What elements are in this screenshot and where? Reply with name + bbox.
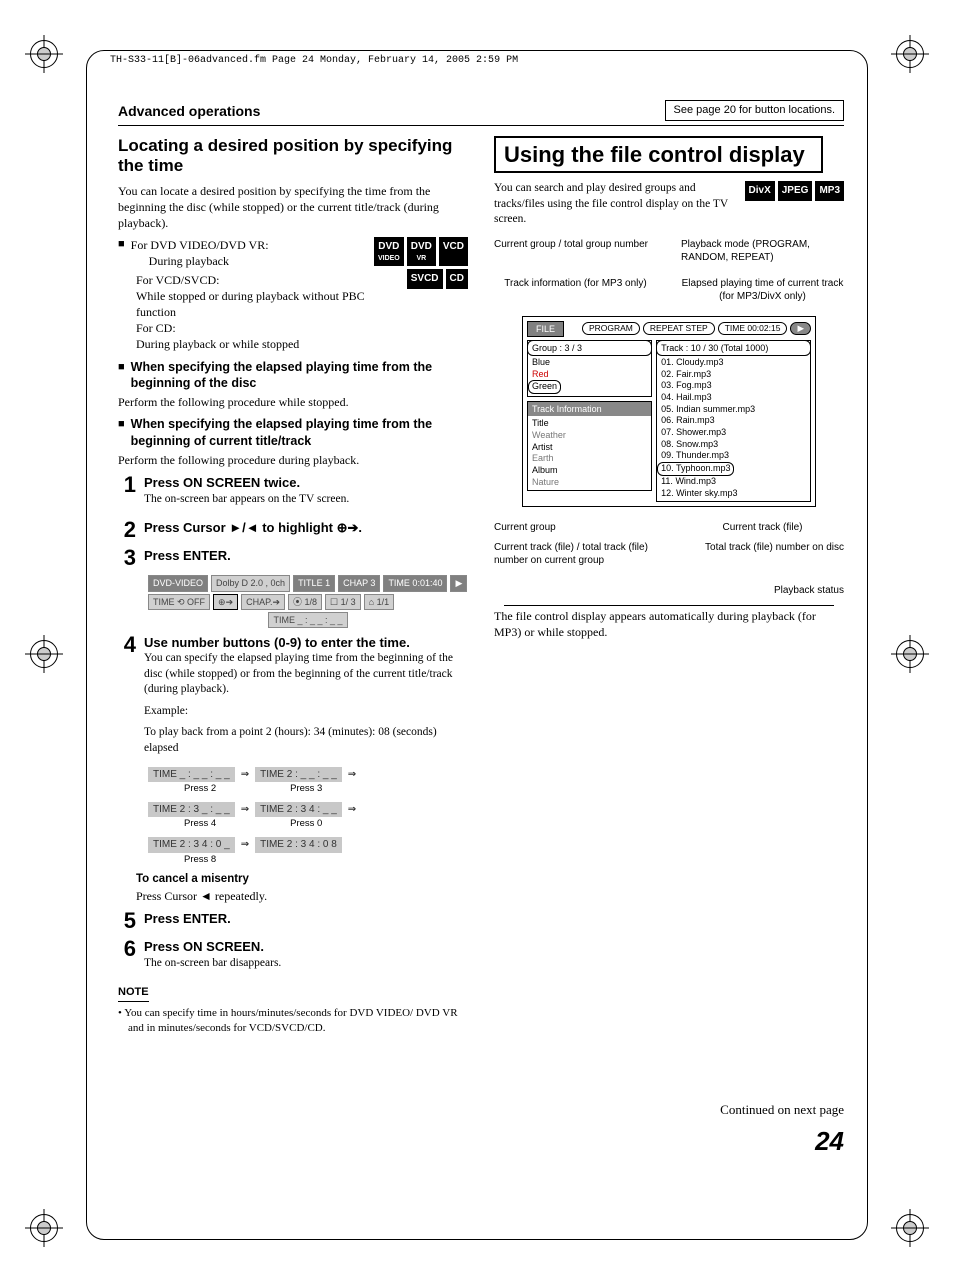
osd-chap: CHAP 3	[338, 575, 380, 591]
badge-dvd-video: DVDVIDEO	[374, 237, 404, 266]
osd-goto-highlight: ⊕➔	[213, 594, 238, 610]
badge-mp3: MP3	[815, 181, 844, 201]
badge-cd: CD	[446, 269, 468, 289]
fd-group-header: Group : 3 / 3	[527, 340, 652, 356]
badge-jpeg: JPEG	[778, 181, 813, 201]
osd-title: TITLE 1	[293, 575, 335, 591]
right-column: Using the file control display DivX JPEG…	[494, 136, 844, 1159]
osd-angle: ⌂ 1/1	[364, 594, 394, 610]
osd-sub-sel: ☐ 1/ 3	[325, 594, 361, 610]
badge-divx: DivX	[745, 181, 775, 201]
fd-pill-play-icon: ▶	[790, 322, 811, 335]
step-1: 1Press ON SCREEN twice.The on-screen bar…	[118, 474, 468, 513]
time-sequence: TIME _ : _ _ : _ _⇒TIME 2 : _ _ : _ _⇒ P…	[148, 767, 468, 867]
badge-svcd: SVCD	[407, 269, 443, 289]
fd-group-panel: Group : 3 / 3 Blue Red Green	[527, 340, 652, 397]
fd-tab: FILE	[527, 321, 564, 337]
badge-vcd: VCD	[439, 237, 468, 266]
see-page-box: See page 20 for button locations.	[665, 100, 844, 121]
left-intro: You can locate a desired position by spe…	[118, 183, 468, 232]
osd-play-icon: ▶	[450, 575, 467, 591]
callout-trackinfo: Track information (for MP3 only)	[494, 277, 657, 304]
cancel-body: Press Cursor ◄ repeatedly.	[136, 888, 468, 904]
cancel-title: To cancel a misentry	[136, 872, 468, 888]
section-header: Advanced operations	[118, 102, 260, 121]
osd-audio-sel: ⦿ 1/8	[288, 594, 322, 610]
callout-current-group: Current group	[494, 521, 657, 535]
fd-track-info: Track Information TitleWeather ArtistEar…	[527, 401, 652, 491]
file-control-display: FILE PROGRAM REPEAT STEP TIME 00:02:15 ▶…	[514, 310, 824, 514]
example-label: Example:	[144, 704, 468, 720]
bullet-dvd: ■For DVD VIDEO/DVD VR:During playback	[118, 237, 366, 269]
callout-track-total-disc: Total track (file) number on disc	[681, 541, 844, 568]
osd-timeoff: TIME ⟲ OFF	[148, 594, 210, 610]
callout-group-total: Current group / total group number	[494, 238, 657, 265]
bullet-cd: For CD:During playback or while stopped	[136, 320, 468, 352]
left-title: Locating a desired position by specifyin…	[118, 136, 468, 177]
callout-track-total-group: Current track (file) / total track (file…	[494, 541, 657, 568]
step-2: 2Press Cursor ►/◄ to highlight ⊕➔.	[118, 519, 468, 541]
page-number: 24	[494, 1124, 844, 1159]
callout-playback-status: Playback status	[494, 584, 844, 598]
note-header: NOTE	[118, 985, 149, 1002]
format-badges-right: DivX JPEG MP3	[745, 181, 844, 204]
step-6: 6Press ON SCREEN.The on-screen bar disap…	[118, 938, 468, 977]
format-badges-left: DVDVIDEO DVDVR VCD SVCD CD	[374, 237, 468, 291]
osd-bar: DVD-VIDEO Dolby D 2.0 , 0ch TITLE 1 CHAP…	[148, 575, 468, 627]
note-body: • You can specify time in hours/minutes/…	[118, 1006, 468, 1036]
badge-dvd-vr: DVDVR	[407, 237, 436, 266]
continued-label: Continued on next page	[494, 1101, 844, 1119]
fd-pill-program: PROGRAM	[582, 322, 640, 335]
subhead-disc-body: Perform the following procedure while st…	[118, 394, 468, 410]
step-5: 5Press ENTER.	[118, 910, 468, 932]
osd-time-entry: TIME _ : _ _ : _ _	[268, 612, 347, 628]
right-body2: The file control display appears automat…	[494, 608, 844, 640]
left-column: Locating a desired position by specifyin…	[118, 136, 468, 1159]
fd-group-list: Blue Red Green	[528, 355, 651, 396]
right-title: Using the file control display	[494, 136, 823, 173]
osd-dvdvideo: DVD-VIDEO	[148, 575, 208, 591]
callout-current-track: Current track (file)	[681, 521, 844, 535]
fd-track-list: 01. Cloudy.mp3 02. Fair.mp3 03. Fog.mp3 …	[657, 355, 810, 501]
callout-playmode: Playback mode (PROGRAM, RANDOM, REPEAT)	[681, 238, 844, 265]
divider-line	[504, 605, 834, 606]
fd-track-header: Track : 10 / 30 (Total 1000)	[656, 340, 811, 356]
page-content: Advanced operations See page 20 for butt…	[0, 0, 954, 1286]
osd-audio: Dolby D 2.0 , 0ch	[211, 575, 290, 591]
example-lead: To play back from a point 2 (hours): 34 …	[144, 725, 468, 756]
header-rule	[118, 125, 844, 126]
step-3: 3Press ENTER.	[118, 547, 468, 569]
subhead-track: ■When specifying the elapsed playing tim…	[118, 416, 468, 450]
osd-time: TIME 0:01:40	[383, 575, 447, 591]
subhead-track-body: Perform the following procedure during p…	[118, 452, 468, 468]
osd-chap-goto: CHAP.➔	[241, 594, 285, 610]
step-4: 4Use number buttons (0-9) to enter the t…	[118, 634, 468, 763]
fd-pill-time: TIME 00:02:15	[718, 322, 788, 335]
subhead-disc: ■When specifying the elapsed playing tim…	[118, 359, 468, 393]
fd-track-panel: Track : 10 / 30 (Total 1000) 01. Cloudy.…	[656, 340, 811, 502]
callout-elapsed: Elapsed playing time of current track (f…	[681, 277, 844, 304]
fd-pill-repeat: REPEAT STEP	[643, 322, 715, 335]
